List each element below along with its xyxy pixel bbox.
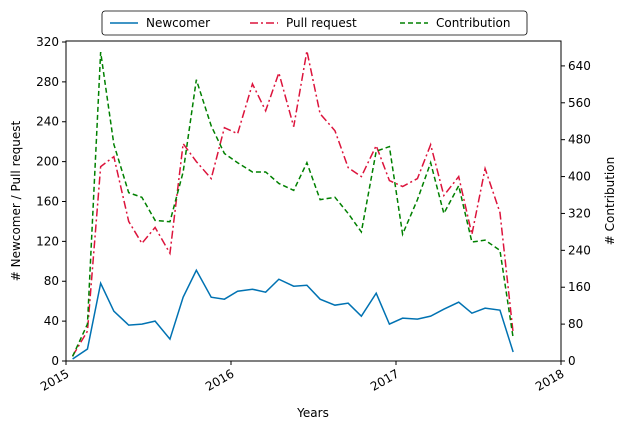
- series-line: [71, 51, 514, 357]
- plot-frame: [65, 40, 562, 362]
- y-axis-label: # Newcomer / Pull request: [9, 121, 23, 282]
- x-tick-label: 2018: [533, 366, 566, 393]
- x-tick-label: 2016: [203, 366, 236, 393]
- y-tick-label: 40: [44, 314, 59, 328]
- y2-tick-label: 240: [568, 243, 591, 257]
- series-line: [72, 268, 514, 360]
- y-tick-label: 200: [36, 155, 59, 169]
- y2-tick-label: 320: [568, 206, 591, 220]
- y-tick-label: 0: [51, 354, 59, 368]
- y2-tick-label: 480: [568, 133, 591, 147]
- series-line: [71, 50, 514, 357]
- y-tick-label: 160: [36, 194, 59, 208]
- y-tick-label: 80: [44, 274, 59, 288]
- legend-box: [101, 10, 528, 36]
- y-tick-label: 320: [36, 35, 59, 49]
- x-tick-label: 2015: [38, 366, 71, 393]
- y-tick-label: 120: [36, 234, 59, 248]
- y-tick-label: 240: [36, 115, 59, 129]
- x-axis-label: Years: [296, 406, 329, 420]
- y2-tick-label: 560: [568, 96, 591, 110]
- y2-tick-label: 80: [568, 317, 583, 331]
- y2-tick-label: 400: [568, 170, 591, 184]
- legend-label: Pull request: [286, 16, 357, 30]
- legend-label: Newcomer: [146, 16, 210, 30]
- x-tick-label: 2017: [368, 366, 401, 393]
- y2-tick-label: 0: [568, 354, 576, 368]
- legend-label: Contribution: [436, 16, 511, 30]
- y2-tick-label: 640: [568, 59, 591, 73]
- y2-tick-label: 160: [568, 280, 591, 294]
- y2-axis-label: # Contribution: [603, 157, 617, 245]
- y-tick-label: 280: [36, 75, 59, 89]
